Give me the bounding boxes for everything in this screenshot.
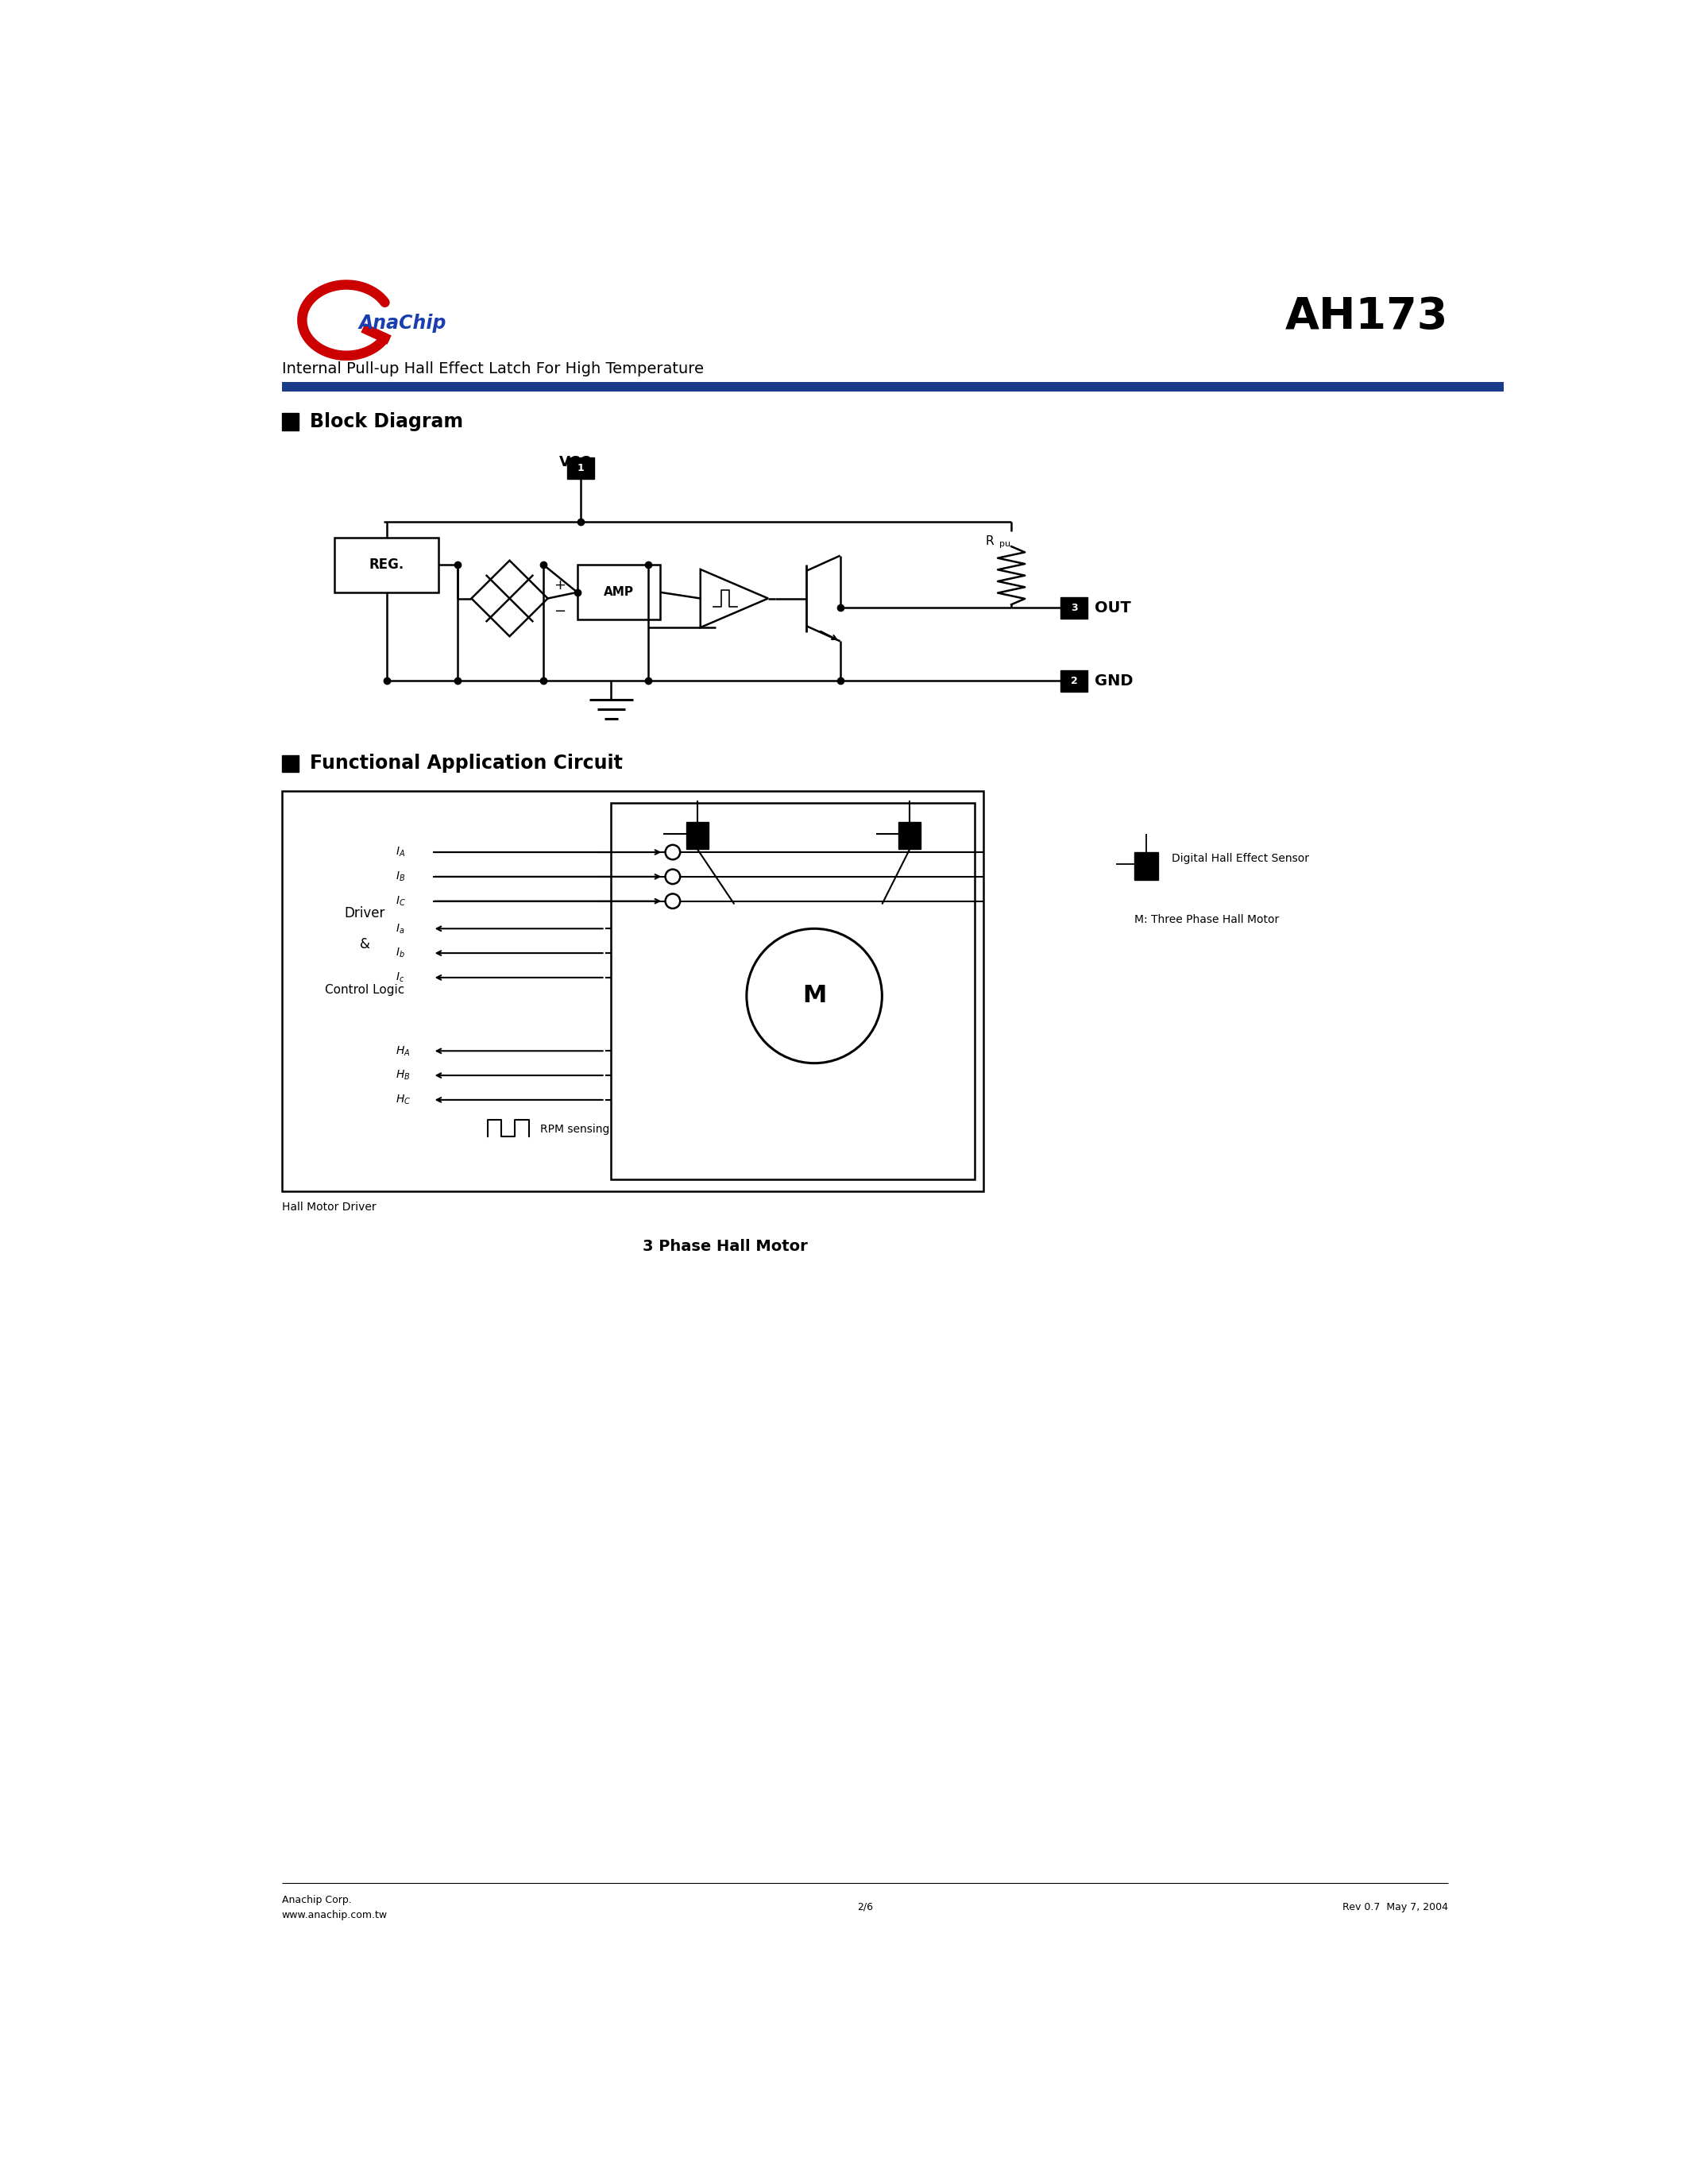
Text: $I_A$: $I_A$ [395, 845, 405, 858]
Text: OUT: OUT [1094, 601, 1131, 616]
Circle shape [665, 869, 680, 885]
Text: $I_b$: $I_b$ [395, 946, 405, 959]
Text: Internal Pull-up Hall Effect Latch For High Temperature: Internal Pull-up Hall Effect Latch For H… [282, 363, 704, 376]
Text: $H_A$: $H_A$ [395, 1044, 410, 1057]
Text: +: + [554, 579, 565, 592]
Text: R: R [986, 535, 994, 548]
Text: Rev 0.7  May 7, 2004: Rev 0.7 May 7, 2004 [1342, 1902, 1448, 1913]
Text: www.anachip.com.tw: www.anachip.com.tw [282, 1909, 388, 1920]
Text: GND: GND [1094, 673, 1133, 688]
Bar [567, 459, 594, 478]
Bar [898, 821, 922, 850]
Text: AnaChip: AnaChip [360, 314, 446, 332]
Bar [282, 791, 984, 1192]
Text: AH173: AH173 [1285, 295, 1448, 339]
Bar [334, 537, 439, 592]
Text: M: Three Phase Hall Motor: M: Three Phase Hall Motor [1134, 913, 1280, 926]
Text: 2/6: 2/6 [858, 1902, 873, 1913]
Text: Driver: Driver [344, 906, 385, 919]
Bar [1134, 852, 1158, 880]
Text: Hall Motor Driver: Hall Motor Driver [282, 1201, 376, 1212]
Text: Anachip Corp.: Anachip Corp. [282, 1894, 351, 1904]
Text: M: M [802, 985, 827, 1007]
Bar [611, 804, 974, 1179]
Bar [282, 413, 299, 430]
Text: $I_c$: $I_c$ [395, 972, 405, 985]
Bar [282, 756, 299, 773]
Polygon shape [701, 570, 768, 627]
Text: Block Diagram: Block Diagram [309, 413, 463, 430]
Circle shape [665, 893, 680, 909]
Text: 1: 1 [577, 463, 584, 474]
Bar [687, 821, 709, 850]
Bar [577, 566, 660, 620]
Text: $H_C$: $H_C$ [395, 1094, 410, 1107]
Text: $H_B$: $H_B$ [395, 1068, 410, 1081]
Text: AMP: AMP [604, 585, 635, 598]
Text: 2: 2 [1070, 675, 1077, 686]
Text: −: − [554, 605, 565, 618]
Bar [1060, 670, 1087, 692]
Text: &: & [360, 937, 370, 950]
Text: VCC: VCC [559, 454, 591, 470]
Text: $I_C$: $I_C$ [395, 895, 405, 909]
Bar [1060, 596, 1087, 618]
Circle shape [665, 845, 680, 860]
Polygon shape [471, 561, 547, 636]
Circle shape [746, 928, 883, 1064]
Text: 3 Phase Hall Motor: 3 Phase Hall Motor [643, 1238, 807, 1254]
Text: $I_B$: $I_B$ [395, 869, 405, 882]
Text: Functional Application Circuit: Functional Application Circuit [309, 753, 623, 773]
Text: Control Logic: Control Logic [326, 983, 405, 996]
Text: REG.: REG. [370, 557, 403, 572]
Text: 3: 3 [1070, 603, 1077, 614]
Text: RPM sensing: RPM sensing [540, 1123, 609, 1136]
Text: pu: pu [999, 539, 1009, 548]
Text: $I_a$: $I_a$ [395, 922, 405, 935]
Bar [282, 382, 1504, 391]
Text: Digital Hall Effect Sensor: Digital Hall Effect Sensor [1171, 852, 1308, 865]
